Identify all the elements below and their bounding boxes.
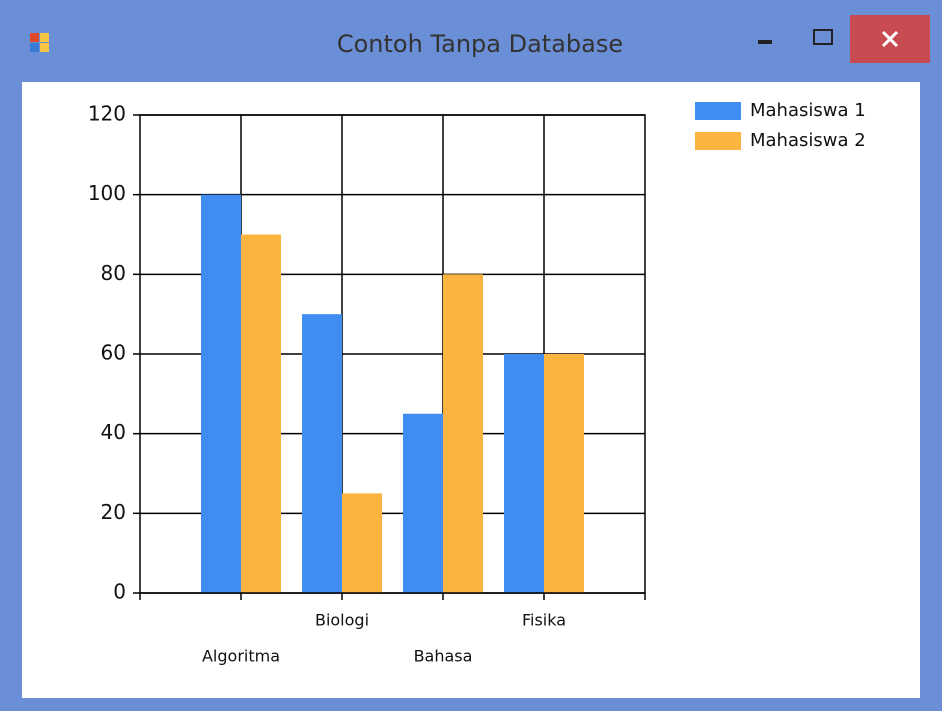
maximize-button[interactable]: [813, 29, 833, 45]
x-tick-label: Biologi: [315, 611, 369, 630]
y-tick-label: 40: [101, 420, 126, 444]
bar: [443, 274, 483, 593]
x-tick-label: Bahasa: [414, 647, 473, 666]
legend-label: Mahasiswa 1: [750, 100, 866, 121]
bar: [201, 194, 241, 593]
y-tick-label: 60: [101, 341, 126, 365]
bar: [504, 354, 544, 593]
x-tick-label: Fisika: [522, 611, 566, 630]
legend-swatch: [695, 102, 741, 120]
plot-border: [139, 114, 646, 594]
close-button[interactable]: [850, 15, 930, 63]
legend-swatch: [695, 132, 741, 150]
y-tick-label: 80: [101, 261, 126, 285]
bar: [241, 234, 281, 593]
chart: 0 20 40 60 80 100 120 Algoritma Biologi Bahasa Fis…: [88, 100, 866, 666]
minimize-button[interactable]: [758, 40, 772, 44]
bar: [302, 314, 342, 593]
bar: [403, 413, 443, 593]
app-icon: [30, 33, 49, 52]
bar: [544, 354, 584, 593]
y-tick-label: 120: [88, 102, 126, 126]
y-tick-label: 20: [101, 500, 126, 524]
y-tick-label: 100: [88, 181, 126, 205]
bar: [342, 493, 382, 593]
y-tick-label: 0: [113, 580, 126, 604]
legend-label: Mahasiswa 2: [750, 130, 866, 151]
window-title: Contoh Tanpa Database: [337, 30, 623, 58]
x-tick-label: Algoritma: [202, 647, 280, 666]
